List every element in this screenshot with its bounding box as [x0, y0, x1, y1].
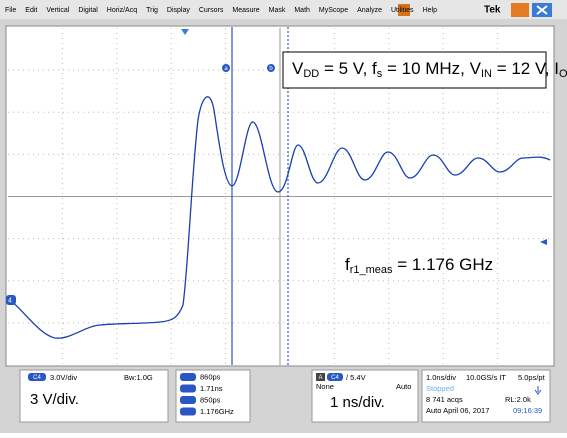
acq-arrow: [534, 386, 542, 395]
trigger-level-marker: [540, 239, 547, 245]
cursor-b-label: b: [269, 66, 273, 72]
menu-item[interactable]: Vertical: [46, 7, 69, 14]
menu-item[interactable]: Analyze: [357, 7, 382, 14]
channel-badge-label: C4: [33, 375, 41, 381]
cursor-b-badge[interactable]: [267, 64, 275, 72]
record-length: RL:2.0k: [505, 395, 531, 404]
cursor-readout: 1.71ns: [200, 384, 223, 393]
trigger-channel-label: C4: [331, 375, 339, 381]
menu-item[interactable]: Help: [423, 7, 438, 14]
bandwidth: Bw:1.0G: [124, 373, 153, 382]
channel-marker-label: 4: [8, 297, 12, 304]
trigger-mode: Auto: [396, 382, 411, 391]
horizontal-scale: 1.0ns/div: [426, 373, 456, 382]
menu-item[interactable]: Cursors: [199, 7, 224, 14]
trigger-coupling: None: [316, 382, 334, 391]
menu-item[interactable]: Edit: [25, 7, 37, 14]
text-run: = 10 MHz, V: [382, 59, 481, 78]
vertical-note: 3 V/div.: [30, 391, 79, 408]
channel-panel: [19, 369, 169, 423]
menu-bar: [0, 0, 567, 19]
cursor-readout: 1.176GHz: [200, 407, 234, 416]
subscript: IN: [481, 68, 492, 80]
readout-badge: [180, 373, 196, 381]
text-run: = 1.176 GHz: [393, 255, 494, 274]
menu-item[interactable]: Display: [167, 7, 190, 14]
horizontal-note: 1 ns/div.: [330, 394, 385, 411]
readout-badge: [180, 407, 196, 416]
cursor-a-badge[interactable]: [222, 64, 230, 72]
brand: Tek: [484, 5, 501, 16]
conditions-annotation: VDD = 5 V, fs = 10 MHz, VIN = 12 V, IOUT…: [292, 59, 567, 79]
date: Auto April 06, 2017: [426, 406, 489, 415]
resolution: 5.0ps/pt: [518, 373, 546, 382]
minimize-button[interactable]: [511, 3, 529, 17]
acquisition-panel: [421, 369, 551, 423]
subscript: r1_meas: [350, 264, 393, 276]
menu-item[interactable]: MyScope: [319, 7, 348, 14]
menu-item[interactable]: Horiz/Acq: [107, 7, 137, 14]
text-run: f: [345, 255, 350, 274]
trigger-position-marker: [181, 29, 189, 35]
trigger-level: / 5.4V: [346, 373, 366, 382]
subscript: s: [377, 68, 383, 80]
channel-badge: [28, 373, 46, 381]
menu-item[interactable]: Math: [294, 7, 310, 14]
subscript: OUT: [559, 68, 567, 80]
readout-badge: [180, 396, 196, 404]
menu-item[interactable]: Utilities: [391, 7, 414, 14]
frequency-annotation: fr1_meas = 1.176 GHz: [345, 255, 493, 275]
trigger-source-badge: [316, 373, 325, 381]
menu-item[interactable]: Digital: [78, 7, 98, 14]
subscript: DD: [303, 68, 319, 80]
app-icon[interactable]: [398, 4, 410, 16]
cursor-readout: 850ps: [200, 395, 221, 404]
menu-item[interactable]: File: [5, 7, 16, 14]
waveform: [9, 96, 551, 339]
text-run: V: [292, 59, 304, 78]
sample-rate: 10.0GS/s IT: [466, 373, 506, 382]
graticule: [8, 28, 552, 365]
menu-item[interactable]: Trig: [146, 7, 158, 14]
acquisitions: 8 741 acqs: [426, 395, 463, 404]
menu-item[interactable]: Measure: [232, 7, 259, 14]
menu-item[interactable]: Mask: [269, 7, 286, 14]
vertical-scale: 3.0V/div: [50, 373, 77, 382]
readout-badge: [180, 384, 196, 393]
time: 09:16:39: [513, 406, 542, 415]
cursor-a-label: a: [224, 66, 228, 72]
text-run: = 5 V, f: [319, 59, 377, 78]
cursor-readouts: 860ps 1.71ns 850ps 1.176GHz: [175, 369, 251, 423]
text-run: = 12 V, I: [492, 59, 559, 78]
annotation-box: [282, 51, 547, 89]
channel-marker[interactable]: [6, 295, 16, 305]
trigger-source-label: A: [318, 375, 322, 381]
trigger-channel-badge: [327, 373, 343, 381]
close-icon: [536, 5, 548, 15]
cursor-readout: 860ps: [200, 372, 221, 381]
acquisition-state: Stopped: [426, 384, 454, 393]
